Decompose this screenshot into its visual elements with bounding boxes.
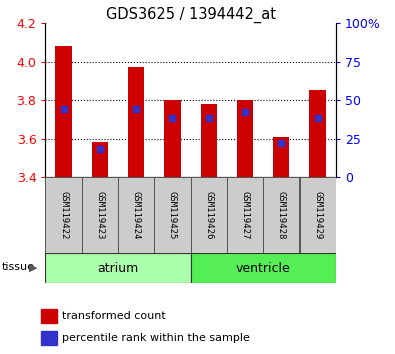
Text: GSM119428: GSM119428: [277, 191, 286, 239]
Title: GDS3625 / 1394442_at: GDS3625 / 1394442_at: [105, 7, 276, 23]
Text: GSM119423: GSM119423: [95, 191, 104, 239]
Text: transformed count: transformed count: [62, 311, 166, 321]
Bar: [92, 142, 108, 177]
FancyBboxPatch shape: [118, 177, 154, 253]
Text: atrium: atrium: [98, 262, 139, 275]
Text: percentile rank within the sample: percentile rank within the sample: [62, 333, 250, 343]
Bar: [201, 104, 217, 177]
Bar: [237, 100, 253, 177]
FancyBboxPatch shape: [191, 177, 227, 253]
Bar: [41, 331, 57, 345]
Text: GSM119427: GSM119427: [241, 191, 250, 239]
Bar: [309, 90, 326, 177]
Text: tissue: tissue: [2, 262, 35, 272]
Text: GSM119425: GSM119425: [168, 191, 177, 239]
FancyBboxPatch shape: [190, 253, 336, 283]
FancyBboxPatch shape: [299, 177, 336, 253]
Bar: [273, 137, 290, 177]
FancyBboxPatch shape: [45, 253, 190, 283]
FancyBboxPatch shape: [263, 177, 299, 253]
FancyBboxPatch shape: [82, 177, 118, 253]
Text: ▶: ▶: [29, 263, 38, 273]
Text: GSM119424: GSM119424: [132, 191, 141, 239]
Bar: [128, 67, 144, 177]
Text: GSM119422: GSM119422: [59, 191, 68, 239]
FancyBboxPatch shape: [154, 177, 190, 253]
Bar: [41, 309, 57, 323]
Bar: [55, 46, 72, 177]
Text: GSM119426: GSM119426: [204, 191, 213, 239]
FancyBboxPatch shape: [227, 177, 263, 253]
FancyBboxPatch shape: [45, 177, 82, 253]
Text: GSM119429: GSM119429: [313, 191, 322, 239]
Text: ventricle: ventricle: [236, 262, 291, 275]
Bar: [164, 100, 181, 177]
